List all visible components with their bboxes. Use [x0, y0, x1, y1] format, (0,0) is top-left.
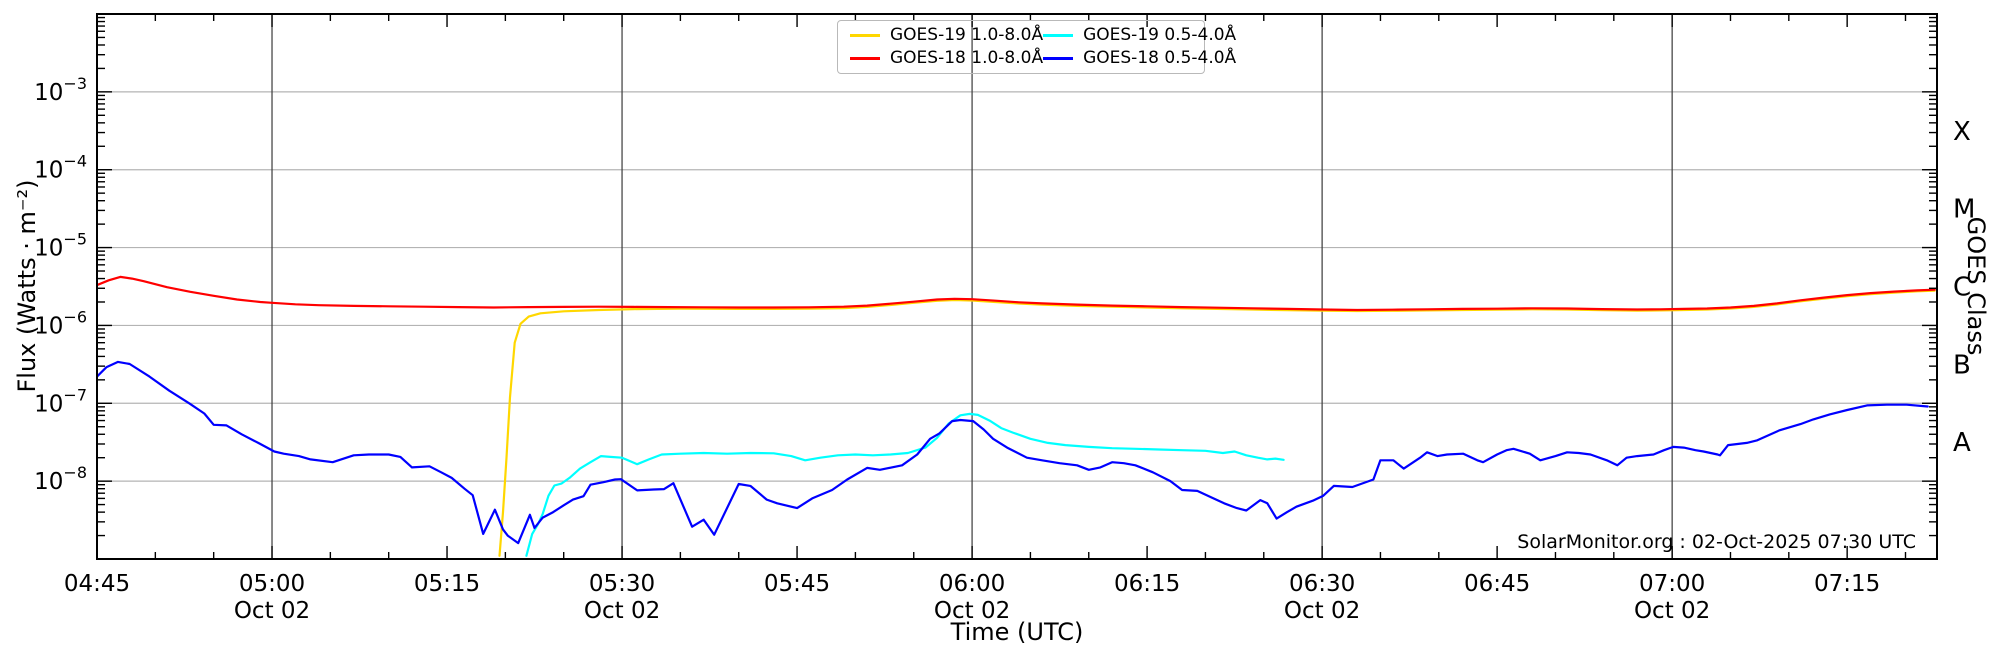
y-axis-title-flux: Flux (Watts · m⁻²) — [13, 179, 41, 393]
x-tick-label: 05:00 — [239, 571, 305, 597]
x-tick-date-sublabel: Oct 02 — [584, 598, 660, 624]
y-tick-label: 10−4 — [34, 152, 87, 184]
x-tick-label: 06:15 — [1114, 571, 1180, 597]
legend-item: GOES-19 1.0-8.0Å — [850, 24, 1043, 47]
series-line-goes18-short — [97, 360, 1929, 545]
x-tick-label: 06:45 — [1464, 571, 1530, 597]
x-tick-label: 05:30 — [589, 571, 655, 597]
legend-line-sample-icon — [850, 57, 880, 60]
series-line-goes19-short — [525, 412, 1285, 557]
x-tick-label: 06:30 — [1289, 571, 1355, 597]
legend-box: GOES-19 1.0-8.0Å GOES-18 1.0-8.0Å GOES-19 … — [837, 20, 1236, 74]
goes-class-label-A: A — [1953, 428, 1971, 458]
legend-line-sample-icon — [850, 34, 880, 37]
goes-class-label-C: C — [1953, 273, 1971, 303]
legend-item: GOES-18 1.0-8.0Å — [850, 47, 1043, 70]
x-tick-label: 04:45 — [64, 571, 130, 597]
x-tick-label: 07:15 — [1814, 571, 1880, 597]
x-tick-label: 07:00 — [1639, 571, 1705, 597]
x-tick-label: 05:45 — [764, 571, 830, 597]
legend-item: GOES-19 0.5-4.0Å — [1043, 24, 1236, 47]
goes-class-label-X: X — [1953, 117, 1971, 147]
x-tick-date-sublabel: Oct 02 — [934, 598, 1010, 624]
legend-label: GOES-19 0.5-4.0Å — [1083, 25, 1237, 46]
y-tick-label: 10−7 — [34, 385, 87, 417]
x-tick-date-sublabel: Oct 02 — [1284, 598, 1360, 624]
plot-frame — [96, 13, 1938, 560]
solarmonitor-watermark: SolarMonitor.org : 02-Oct-2025 07:30 UTC — [1517, 531, 1916, 553]
series-line-goes19-long — [498, 289, 1936, 557]
series-line-goes18-long — [97, 275, 1936, 312]
legend-label: GOES-18 1.0-8.0Å — [890, 48, 1044, 69]
legend-label: GOES-18 0.5-4.0Å — [1083, 48, 1237, 69]
goes-class-label-B: B — [1953, 350, 1971, 380]
y-tick-label: 10−5 — [34, 230, 87, 262]
goes-class-label-M: M — [1953, 195, 1975, 225]
legend-line-sample-icon — [1043, 34, 1074, 37]
x-tick-date-sublabel: Oct 02 — [1634, 598, 1710, 624]
x-axis-title: Time (UTC) — [950, 618, 1084, 646]
legend-label: GOES-19 1.0-8.0Å — [890, 25, 1044, 46]
x-tick-label: 06:00 — [939, 571, 1005, 597]
legend-line-sample-icon — [1043, 57, 1074, 60]
y-axis-title-goes-class: GOES Class — [1962, 216, 1990, 356]
y-tick-label: 10−6 — [34, 307, 87, 339]
legend-item: GOES-18 0.5-4.0Å — [1043, 47, 1236, 70]
x-tick-label: 05:15 — [414, 571, 480, 597]
y-tick-label: 10−8 — [34, 463, 87, 495]
x-tick-date-sublabel: Oct 02 — [234, 598, 310, 624]
y-tick-label: 10−3 — [34, 74, 87, 106]
